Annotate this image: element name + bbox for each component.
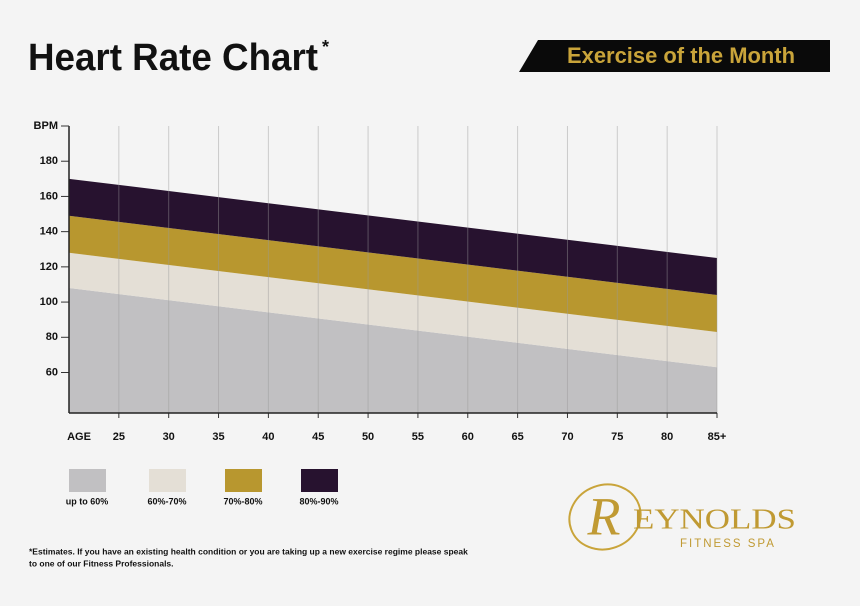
logo-name: EYNOLDS (633, 504, 796, 536)
logo-tagline: FITNESS SPA (680, 538, 776, 550)
x-tick-label: 30 (163, 431, 175, 443)
x-tick-label: 45 (312, 431, 324, 443)
area (69, 215, 717, 333)
legend-label: up to 60% (66, 496, 109, 506)
x-tick-label: 80 (661, 431, 673, 443)
legend-swatch (69, 469, 106, 492)
chart-title: Heart Rate Chart (28, 37, 318, 79)
x-tick-label: 25 (113, 431, 125, 443)
x-tick-label: 50 (362, 431, 374, 443)
area (69, 287, 717, 413)
banner-bg (519, 40, 830, 72)
x-tick-label: 70 (561, 431, 573, 443)
logo: R EYNOLDS FITNESS SPA (568, 483, 796, 551)
y-tick-label: 160 (40, 190, 58, 202)
y-tick-label: 60 (46, 366, 58, 378)
legend-label: 60%-70% (147, 496, 186, 506)
y-axis-label: BPM (34, 120, 58, 132)
x-axis-label: AGE (67, 431, 91, 443)
logo-swirl (568, 483, 642, 551)
legend-swatch (225, 469, 262, 492)
title-marker: * (322, 37, 329, 57)
x-tick-label: 60 (462, 431, 474, 443)
x-tick-label: 55 (412, 431, 424, 443)
x-tick-label: 85+ (708, 431, 727, 443)
logo-initial: R (587, 486, 621, 546)
legend-swatch (149, 469, 186, 492)
x-tick-label: 40 (262, 431, 274, 443)
plot: 25 30 35 40 45 50 55 60 65 70 75 80 85+ 60 80 100 120 140… (34, 120, 727, 443)
footnote: to one of our Fitness Professionals. (29, 558, 174, 568)
banner-text: Exercise of the Month (567, 43, 795, 68)
y-tick-label: 80 (46, 331, 58, 343)
legend: up to 60% 60%-70% 70%-80% 80%-90% (66, 469, 339, 506)
y-tick-label: 180 (40, 155, 58, 167)
x-tick-label: 65 (511, 431, 523, 443)
area (69, 178, 717, 296)
y-tick-label: 120 (40, 261, 58, 273)
y-tick-label: 100 (40, 296, 58, 308)
footnote: *Estimates. If you have an existing heal… (29, 546, 468, 556)
area (69, 252, 717, 368)
y-tick-label: 140 (40, 226, 58, 238)
x-tick-label: 75 (611, 431, 623, 443)
legend-swatch (301, 469, 338, 492)
legend-label: 70%-80% (223, 496, 262, 506)
x-tick-label: 35 (212, 431, 224, 443)
legend-label: 80%-90% (299, 496, 338, 506)
